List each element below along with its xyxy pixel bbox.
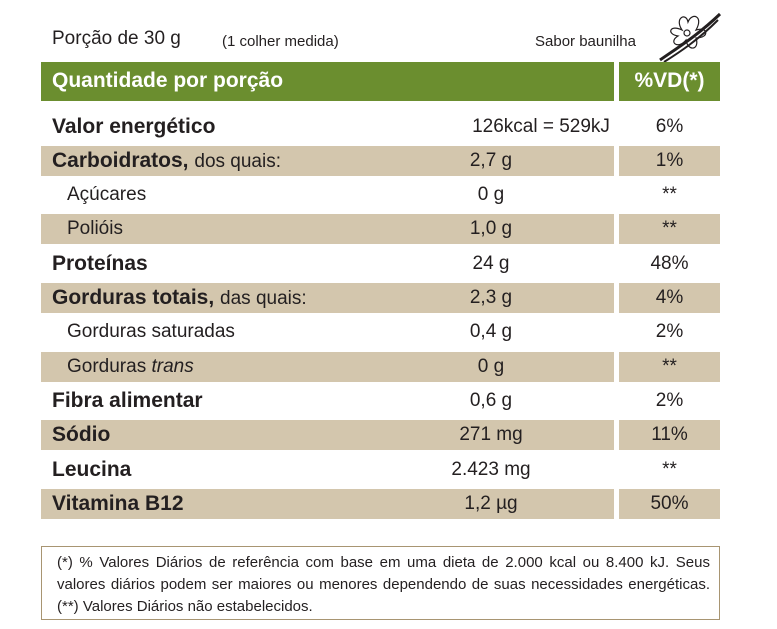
nutrient-name-row: Gorduras trans — [67, 356, 194, 378]
nutrient-amount: 0,6 g — [469, 390, 513, 411]
nutrient-vd: ** — [662, 459, 677, 480]
nutrient-name: Gorduras totais, — [52, 286, 215, 309]
nutrient-amount: 126kcal = 529kJ — [472, 116, 610, 137]
nutrient-amount: 24 g — [472, 253, 510, 274]
nutrient-vd: ** — [662, 218, 677, 239]
table-row: Vitamina B12 1,2 µg 50% — [41, 489, 720, 519]
nutrient-amount: 1,0 g — [469, 218, 513, 239]
nutrient-amount: 271 mg — [459, 424, 523, 445]
nutrient-name-row: Gorduras totais, das quais: — [52, 286, 307, 310]
flavor-label: Sabor baunilha — [535, 33, 636, 50]
table-row: Proteínas 24 g 48% — [41, 249, 720, 279]
nutrient-name: Carboidratos, — [52, 149, 189, 172]
nutrient-name: Açúcares — [67, 184, 147, 205]
nutrient-vd: 2% — [655, 321, 684, 342]
table-row: Polióis 1,0 g ** — [41, 214, 720, 244]
nutrient-name-row: Carboidratos, dos quais: — [52, 149, 281, 173]
nutrient-amount: 0,4 g — [469, 321, 513, 342]
table-row: Gorduras trans 0 g ** — [41, 352, 720, 382]
nutrient-vd: ** — [662, 184, 677, 205]
table-row: Açúcares 0 g ** — [41, 180, 720, 210]
nutrient-amount: 0 g — [477, 356, 505, 377]
table-row: Leucina 2.423 mg ** — [41, 455, 720, 485]
header-quantity-label: Quantidade por porção — [52, 69, 284, 92]
nutrient-name: Gorduras — [67, 356, 147, 377]
nutrient-qualifier: dos quais: — [194, 151, 281, 172]
table-row: Fibra alimentar 0,6 g 2% — [41, 386, 720, 416]
table-row: Carboidratos, dos quais: 2,7 g 1% — [41, 146, 720, 176]
nutrient-vd: 48% — [650, 253, 689, 274]
nutrient-vd: 6% — [655, 116, 684, 137]
table-row: Valor energético 126kcal = 529kJ 6% — [41, 112, 720, 142]
nutrient-name: Gorduras saturadas — [67, 321, 235, 342]
table-header-right — [619, 62, 720, 101]
nutrient-vd: 50% — [650, 493, 689, 514]
nutrient-name: Proteínas — [52, 252, 148, 275]
nutrient-amount: 0 g — [477, 184, 505, 205]
nutrient-qualifier: trans — [151, 356, 194, 377]
table-row: Gorduras totais, das quais: 2,3 g 4% — [41, 283, 720, 313]
nutrient-name: Valor energético — [52, 115, 216, 138]
table-row: Sódio 271 mg 11% — [41, 420, 720, 450]
nutrient-name: Sódio — [52, 423, 111, 446]
nutrient-amount: 2.423 mg — [451, 459, 531, 480]
vanilla-flower-icon — [659, 12, 722, 63]
nutrient-vd: 11% — [651, 424, 688, 445]
nutrient-vd: 2% — [655, 390, 684, 411]
header-vd-label: %VD(*) — [634, 69, 705, 92]
portion-detail: (1 colher medida) — [222, 33, 339, 50]
nutrient-amount: 2,3 g — [469, 287, 513, 308]
nutrient-name: Vitamina B12 — [52, 492, 184, 515]
table-header-left — [41, 62, 614, 101]
nutrient-name: Fibra alimentar — [52, 389, 203, 412]
footnote: (*) % Valores Diários de referência com … — [41, 546, 720, 620]
nutrient-vd: 4% — [655, 287, 684, 308]
nutrient-amount: 1,2 µg — [464, 493, 518, 514]
nutrient-name: Polióis — [67, 218, 123, 239]
nutrient-vd: 1% — [655, 150, 684, 171]
nutrient-amount: 2,7 g — [469, 150, 513, 171]
nutrient-qualifier: das quais: — [220, 288, 307, 309]
nutrient-name: Leucina — [52, 458, 132, 481]
portion-label: Porção de 30 g — [52, 28, 181, 49]
table-row: Gorduras saturadas 0,4 g 2% — [41, 317, 720, 347]
nutrient-vd: ** — [662, 356, 677, 377]
